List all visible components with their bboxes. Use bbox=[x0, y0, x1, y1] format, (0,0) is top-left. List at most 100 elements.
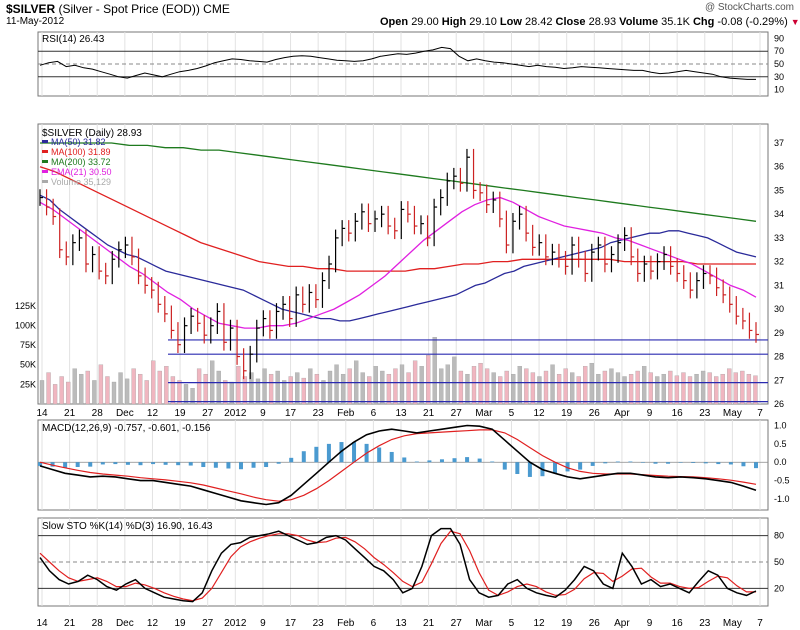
macd-histogram-bar bbox=[603, 462, 608, 464]
volume-bar bbox=[439, 368, 444, 405]
macd-tick: 1.0 bbox=[774, 421, 787, 431]
macd-histogram-bar bbox=[301, 451, 306, 463]
sto-tick: 50 bbox=[774, 557, 784, 567]
price-tick: 29 bbox=[774, 328, 784, 338]
macd-histogram-bar bbox=[414, 461, 419, 463]
volume-bar bbox=[85, 370, 90, 405]
volume-bar bbox=[635, 370, 640, 405]
volume-bar bbox=[609, 368, 614, 405]
volume-tick: 125K bbox=[15, 301, 36, 311]
x-tick-label: 13 bbox=[395, 618, 407, 629]
volume-bar bbox=[432, 337, 437, 405]
macd-histogram-bar bbox=[314, 446, 319, 463]
macd-histogram-bar bbox=[691, 462, 696, 463]
x-tick-label: 2012 bbox=[224, 408, 247, 419]
volume-bar bbox=[79, 373, 84, 405]
sto-d-line bbox=[39, 530, 756, 602]
volume-bar bbox=[615, 372, 621, 405]
volume-bar bbox=[373, 366, 378, 405]
x-tick-label: Mar bbox=[475, 408, 493, 419]
price-tick: 33 bbox=[774, 233, 784, 243]
close-value: 28.93 bbox=[588, 16, 617, 28]
x-tick-label: 17 bbox=[285, 618, 297, 629]
x-tick-label: 27 bbox=[202, 408, 214, 419]
macd-histogram-bar bbox=[63, 462, 68, 468]
volume-bar bbox=[720, 373, 725, 405]
ema21-line bbox=[39, 196, 757, 329]
x-tick-label: 26 bbox=[589, 618, 601, 629]
macd-histogram-bar bbox=[213, 462, 218, 468]
volume-bar bbox=[471, 366, 477, 405]
volume-tick: 75K bbox=[20, 340, 36, 350]
rsi-line bbox=[39, 46, 756, 80]
x-tick-label: 5 bbox=[509, 408, 515, 419]
volume-bar bbox=[399, 364, 405, 405]
volume-tick: 25K bbox=[20, 379, 36, 389]
volume-bar bbox=[563, 368, 568, 405]
rsi-tick: 10 bbox=[774, 85, 784, 95]
macd-histogram-bar bbox=[628, 461, 633, 463]
x-tick-label: 27 bbox=[202, 618, 214, 629]
legend-swatch bbox=[42, 150, 48, 153]
volume-bar bbox=[164, 366, 169, 405]
volume-bar bbox=[92, 380, 97, 405]
volume-bar bbox=[308, 368, 313, 405]
macd-histogram-bar bbox=[553, 462, 558, 474]
volume-bar bbox=[570, 372, 575, 405]
volume-bar bbox=[537, 376, 542, 405]
price-tick: 28 bbox=[774, 352, 784, 362]
macd-histogram-bar bbox=[716, 462, 721, 465]
ma200-line bbox=[40, 142, 757, 222]
macd-histogram-bar bbox=[477, 458, 482, 463]
volume-bar bbox=[66, 381, 71, 405]
price-tick: 31 bbox=[774, 280, 784, 290]
macd-histogram-bar bbox=[590, 462, 595, 466]
volume-bar bbox=[543, 370, 549, 405]
quote-summary: Open 29.00 High 29.10 Low 28.42 Close 28… bbox=[380, 16, 800, 28]
x-tick-label: 19 bbox=[561, 618, 573, 629]
rsi-tick: 70 bbox=[774, 46, 784, 56]
x-tick-label: Apr bbox=[614, 408, 630, 419]
rsi-label: RSI(14) 26.43 bbox=[42, 34, 105, 45]
volume-bar bbox=[340, 373, 346, 405]
volume-bar bbox=[216, 370, 221, 405]
x-tick-label: Mar bbox=[475, 618, 493, 629]
volume-bar bbox=[249, 372, 254, 405]
x-tick-label: 13 bbox=[395, 408, 407, 419]
volume-bar bbox=[301, 377, 306, 405]
macd-histogram-bar bbox=[151, 462, 156, 465]
volume-bar bbox=[52, 384, 58, 405]
symbol-description: (Silver - Spot Price (EOD)) bbox=[58, 2, 200, 16]
macd-histogram-bar bbox=[678, 462, 683, 463]
macd-label: MACD(12,26,9) -0.757, -0.601, -0.156 bbox=[42, 423, 211, 434]
volume-bar bbox=[419, 366, 424, 405]
change-value: -0.08 (-0.29%) bbox=[717, 16, 788, 28]
volume-bar bbox=[183, 384, 189, 405]
volume-bar bbox=[98, 364, 104, 405]
x-tick-label: 12 bbox=[534, 618, 546, 629]
macd-histogram-bar bbox=[427, 460, 432, 463]
volume-bar bbox=[118, 372, 123, 405]
volume-bar bbox=[314, 373, 320, 405]
x-tick-label: Dec bbox=[116, 618, 134, 629]
volume-bar bbox=[478, 362, 483, 405]
volume-bar bbox=[517, 366, 522, 405]
rsi-tick: 30 bbox=[774, 72, 784, 82]
x-tick-label: May bbox=[723, 618, 742, 629]
macd-histogram-bar bbox=[490, 461, 495, 463]
macd-histogram-bar bbox=[402, 457, 407, 463]
volume-bar bbox=[295, 372, 300, 405]
sto-label: Slow STO %K(14) %D(3) 16.90, 16.43 bbox=[42, 521, 213, 532]
volume-bar bbox=[700, 370, 706, 405]
macd-tick: 0.0 bbox=[774, 457, 787, 467]
volume-bar bbox=[144, 380, 149, 405]
volume-bar bbox=[681, 372, 686, 405]
volume-bar bbox=[445, 364, 450, 405]
open-value: 29.00 bbox=[411, 16, 439, 28]
volume-bar bbox=[753, 375, 758, 405]
volume-bar bbox=[262, 368, 267, 405]
x-tick-label: 7 bbox=[757, 618, 763, 629]
volume-bar bbox=[190, 388, 195, 405]
x-tick-label: 21 bbox=[64, 408, 76, 419]
macd-histogram-bar bbox=[578, 462, 583, 470]
